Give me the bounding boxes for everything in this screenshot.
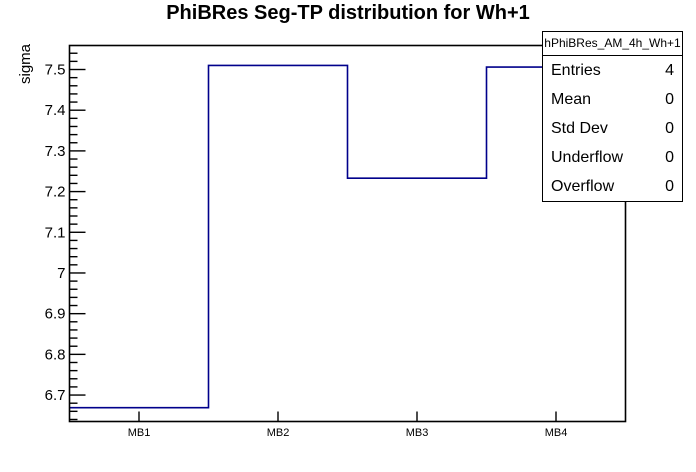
svg-text:7.4: 7.4 — [45, 102, 66, 119]
y-axis-labels: 6.7 6.8 6.9 7 7.1 7.2 7.3 7.4 7.5 — [45, 62, 66, 405]
svg-text:6.9: 6.9 — [45, 306, 66, 323]
plot-frame — [68, 44, 627, 423]
stats-row: Overflow 0 — [543, 172, 682, 201]
svg-text:6.8: 6.8 — [45, 346, 66, 363]
y-axis-title: sigma — [17, 44, 34, 85]
stats-row-value: 0 — [665, 119, 674, 137]
stats-row-value: 0 — [665, 177, 674, 195]
svg-text:6.7: 6.7 — [45, 387, 66, 404]
stats-box: hPhiBRes_AM_4h_Wh+1 Entries 4 Mean 0 Std… — [542, 31, 683, 202]
svg-text:MB3: MB3 — [406, 427, 429, 439]
x-axis-labels: MB1 MB2 MB3 MB4 — [128, 427, 568, 439]
stats-row: Std Dev 0 — [543, 114, 682, 143]
svg-text:MB1: MB1 — [128, 427, 151, 439]
stats-row-label: Underflow — [551, 148, 624, 166]
stats-row-value: 0 — [665, 148, 674, 166]
svg-text:7.5: 7.5 — [45, 62, 66, 79]
stats-row-label: Std Dev — [551, 119, 608, 137]
stats-row: Underflow 0 — [543, 143, 682, 172]
svg-text:MB4: MB4 — [545, 427, 568, 439]
svg-text:MB2: MB2 — [267, 427, 290, 439]
chart-title: PhiBRes Seg-TP distribution for Wh+1 — [166, 2, 530, 24]
stats-box-header: hPhiBRes_AM_4h_Wh+1 — [543, 32, 682, 56]
svg-text:7.2: 7.2 — [45, 184, 66, 201]
x-axis-ticks — [138, 411, 557, 422]
stats-row-label: Mean — [551, 90, 592, 108]
svg-text:7.3: 7.3 — [45, 143, 66, 160]
y-axis-ticks — [69, 52, 86, 421]
stats-row-value: 4 — [665, 61, 674, 79]
stats-row-label: Overflow — [551, 177, 615, 195]
stats-row-value: 0 — [665, 90, 674, 108]
histogram-line — [69, 64, 626, 409]
stats-row: Mean 0 — [543, 85, 682, 114]
svg-text:7.1: 7.1 — [45, 224, 66, 241]
stats-row-label: Entries — [551, 61, 601, 79]
stats-row: Entries 4 — [543, 56, 682, 85]
svg-text:7: 7 — [57, 265, 65, 282]
